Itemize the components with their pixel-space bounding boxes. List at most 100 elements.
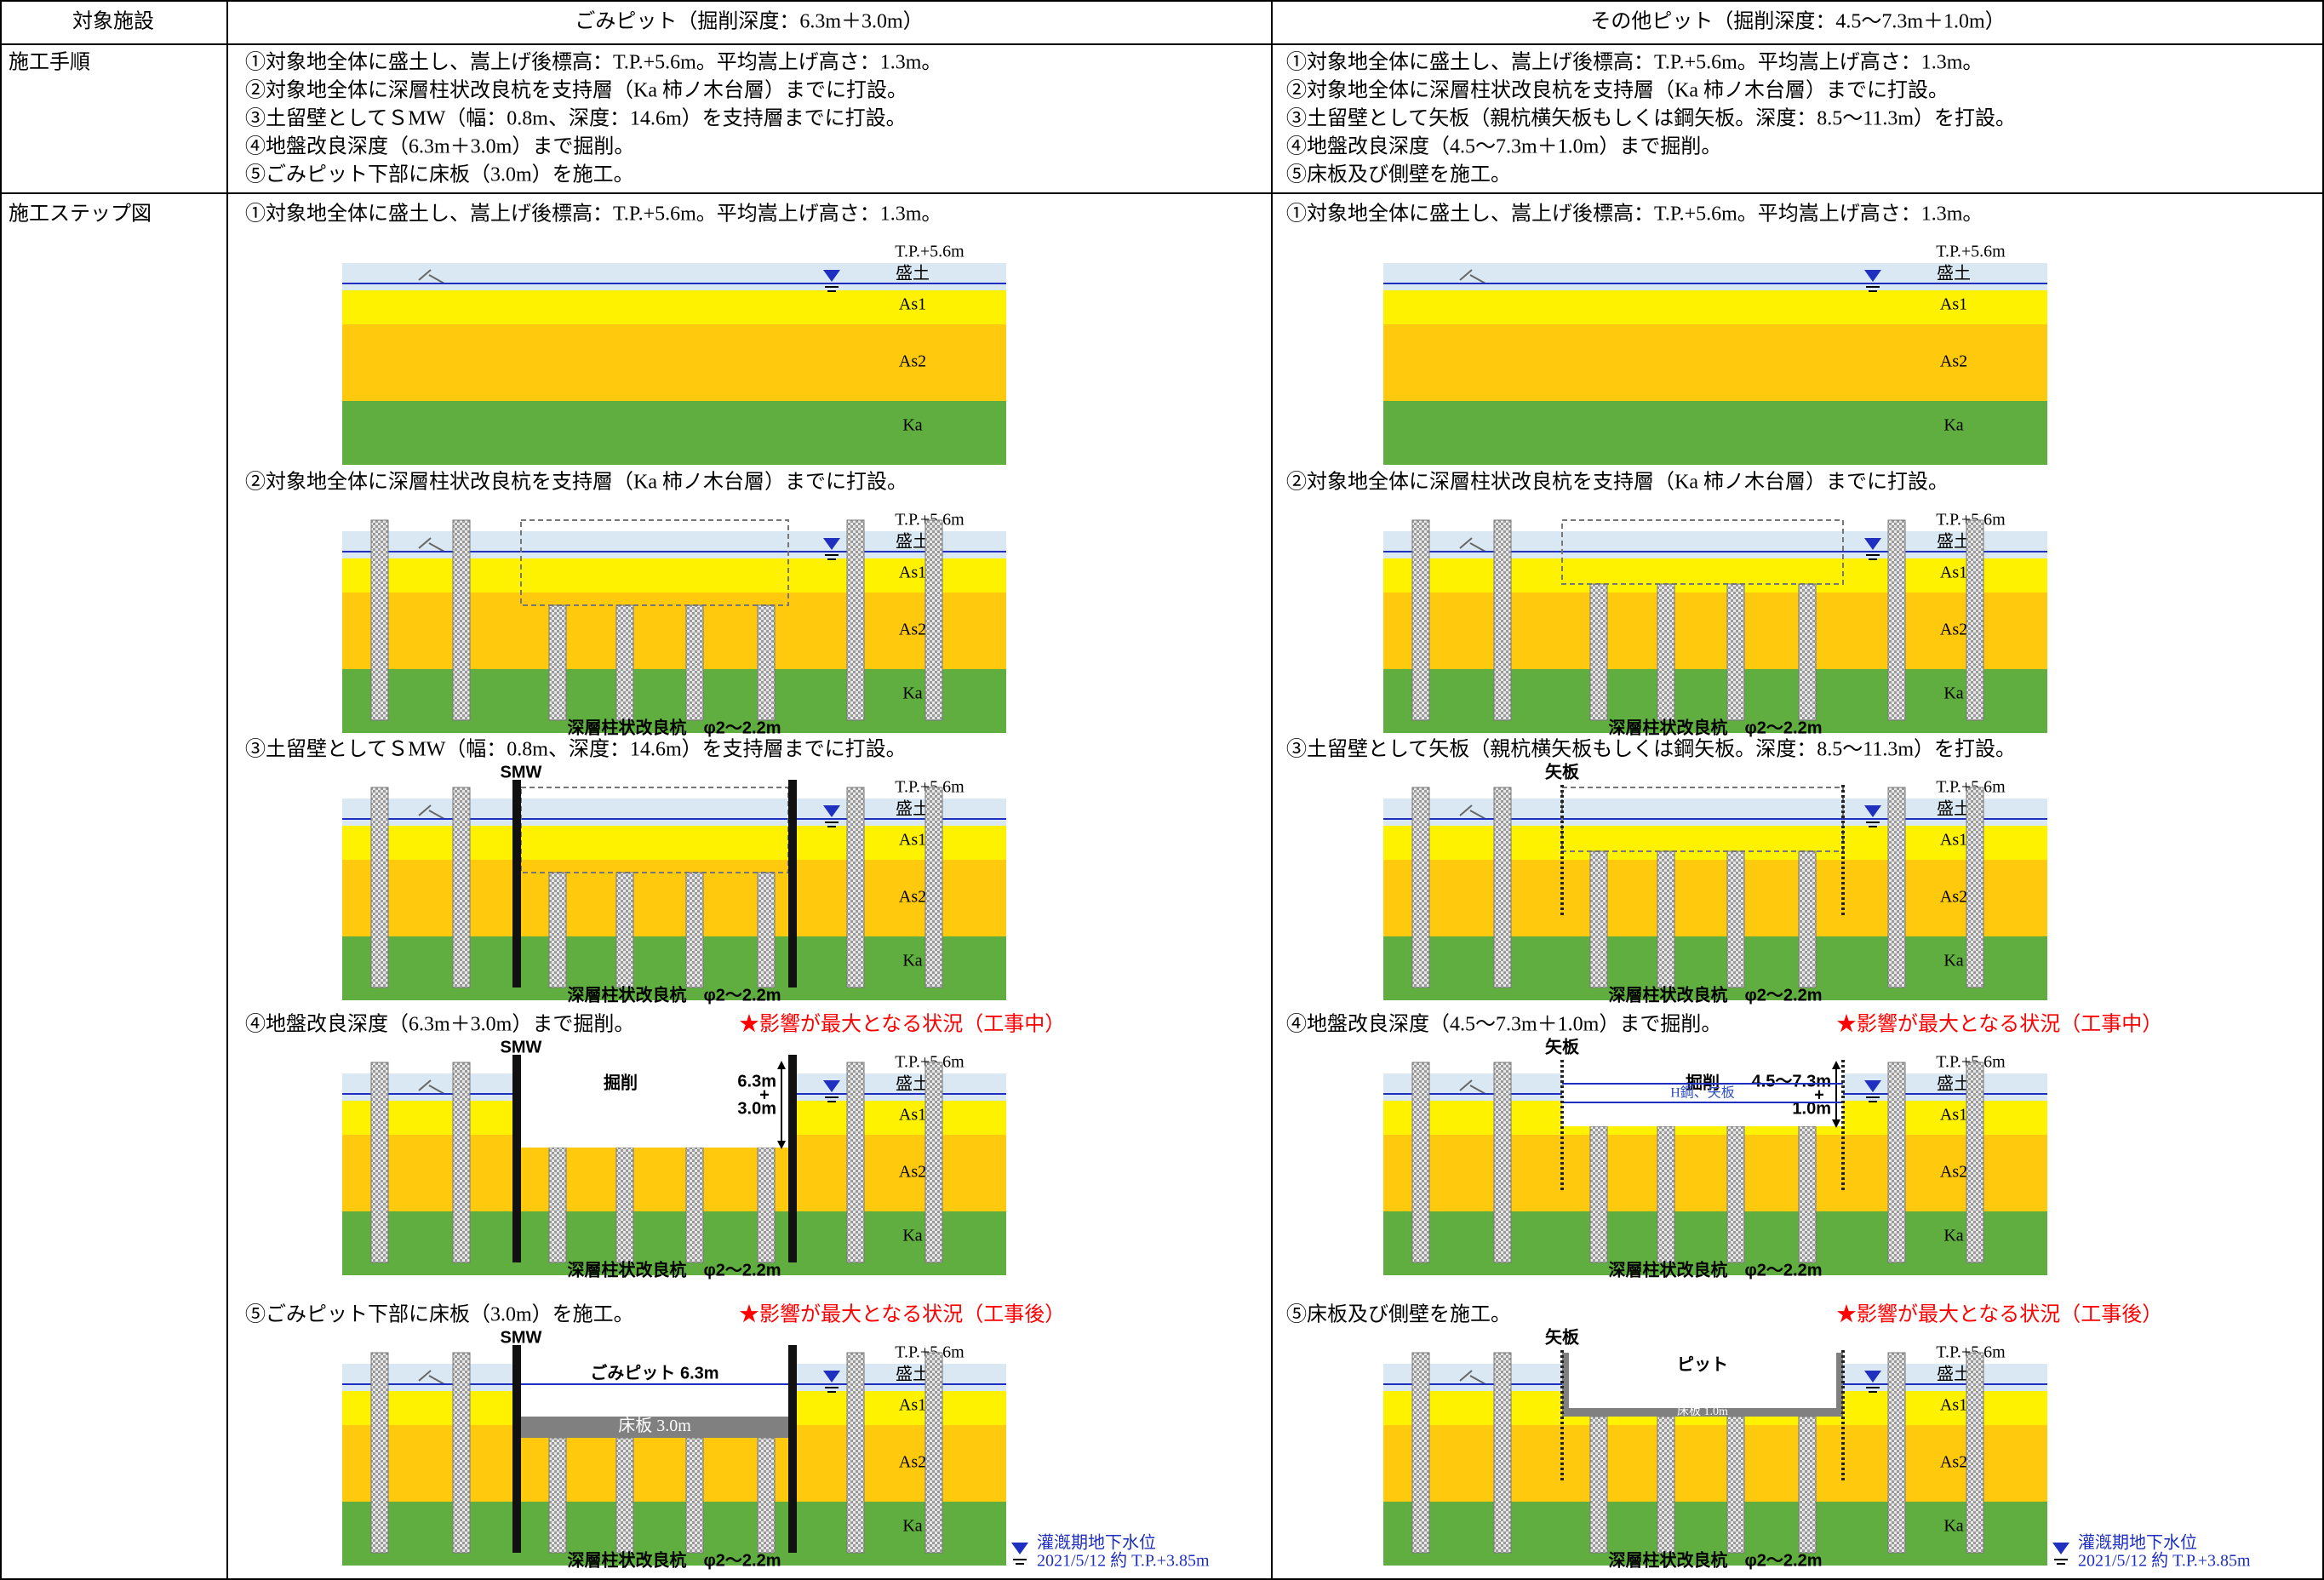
pile [548, 1437, 567, 1554]
pile [1493, 1062, 1512, 1263]
step-caption: ②対象地全体に深層柱状改良杭を支持層（Ka 柿ノ木台層）までに打設。 [1286, 471, 1949, 494]
water-symbol-lines [1866, 286, 1880, 292]
pile [685, 1437, 704, 1554]
water-symbol [823, 538, 840, 550]
smw-wall [788, 780, 797, 988]
pile [452, 519, 471, 721]
pile [1887, 1062, 1906, 1263]
fill-mark [1459, 1370, 1486, 1385]
label-ka: Ka [902, 684, 922, 703]
pile [548, 872, 567, 988]
label-ka: Ka [902, 416, 922, 435]
smw-wall [512, 780, 521, 988]
label-pit: ピット [1677, 1354, 1728, 1374]
smw-wall [512, 1345, 521, 1553]
procedure-line: ①対象地全体に盛土し、嵩上げ後標高：T.P.+5.6m。平均嵩上げ高さ：1.3m… [1286, 51, 1983, 74]
label-as1: As1 [1940, 295, 1967, 314]
step-caption: ⑤床板及び側壁を施工。 [1286, 1303, 1511, 1326]
label-wall: SMW [501, 1038, 542, 1056]
water-symbol-lines [1866, 1096, 1880, 1102]
excavation [1562, 1353, 1843, 1408]
step-caption: ③土留壁としてＳMW（幅：0.8m、深度：14.6m）を支持層までに打設。 [245, 738, 907, 761]
legend-detail: 2021/5/12 約 T.P.+3.85m [2078, 1551, 2251, 1571]
pile [452, 787, 471, 988]
layer-as1 [1383, 290, 2047, 324]
water-symbol [823, 805, 840, 817]
legend-detail: 2021/5/12 約 T.P.+3.85m [1037, 1551, 1210, 1571]
label-as2: As2 [1940, 1163, 1967, 1182]
water-symbol-lines [1866, 1387, 1880, 1393]
label-tp: T.P.+5.6m [895, 243, 965, 261]
label-beam: H鋼、矢板 [1670, 1085, 1735, 1101]
pile [452, 1352, 471, 1554]
step-note: ★影響が最大となる状況（工事中） [1836, 1013, 2162, 1036]
pile [924, 1062, 943, 1263]
label-as1: As1 [1940, 831, 1967, 850]
water-symbol-lines [825, 286, 839, 292]
label-excavation: 掘削 [604, 1072, 638, 1092]
water-symbol [823, 270, 840, 282]
label-as1: As1 [899, 1106, 926, 1125]
fill-mark [418, 1079, 445, 1095]
label-pit: ごみピット 6.3m [590, 1362, 718, 1382]
label-as2: As2 [899, 1453, 926, 1472]
label-as1: As1 [1940, 1106, 1967, 1125]
pile [1726, 1125, 1745, 1263]
layer-as2 [1383, 324, 2047, 401]
label-wall: SMW [501, 763, 542, 781]
step-caption: ①対象地全体に盛土し、嵩上げ後標高：T.P.+5.6m。平均嵩上げ高さ：1.3m… [1286, 203, 1983, 226]
pile [370, 1352, 389, 1554]
step-caption: ④地盤改良深度（6.3m＋3.0m）まで掘削。 [245, 1013, 634, 1036]
legend-title: 灌漑期地下水位 [1037, 1533, 1156, 1553]
label-depth: 1.0m [1792, 1099, 1831, 1118]
label-wall: 矢板 [1545, 1326, 1580, 1347]
pile [1657, 850, 1675, 988]
label-depth: + [759, 1085, 770, 1104]
pile [1589, 1125, 1608, 1263]
pile [452, 1062, 471, 1263]
pile [846, 787, 865, 988]
fill-mark [418, 269, 445, 284]
label-slab: 床板 3.0m [618, 1416, 691, 1435]
pile [1798, 1125, 1817, 1263]
step-note: ★影響が最大となる状況（工事後） [739, 1303, 1065, 1326]
legend-symbol-lines [2054, 1559, 2068, 1565]
label-depth: + [1814, 1085, 1824, 1104]
pile [1966, 1352, 1984, 1554]
water-symbol [823, 1371, 840, 1382]
label-ka: Ka [1943, 416, 1963, 435]
fill-mark [418, 804, 445, 820]
pile [924, 1352, 943, 1554]
label-as1: As1 [899, 295, 926, 314]
pile [1726, 850, 1745, 988]
label-ka: Ka [1943, 952, 1963, 970]
pile [1657, 1416, 1675, 1554]
improved-zone [1561, 787, 1844, 852]
label-ka: Ka [902, 952, 922, 970]
pile [1493, 1352, 1512, 1554]
slab [521, 1417, 788, 1438]
label-piles: 深層柱状改良杭 φ2～2.2m [1608, 717, 1822, 737]
label-as1: As1 [899, 1396, 926, 1415]
label-as1: As1 [1940, 1396, 1967, 1415]
pile [924, 787, 943, 988]
side-wall [1836, 1353, 1843, 1417]
label-ka: Ka [1943, 684, 1963, 703]
pile [548, 1147, 567, 1263]
label-piles: 深層柱状改良杭 φ2～2.2m [567, 1259, 781, 1279]
label-piles: 深層柱状改良杭 φ2～2.2m [567, 984, 781, 1005]
pile [548, 604, 567, 721]
label-ka: Ka [902, 1517, 922, 1536]
water-symbol [1864, 270, 1881, 282]
pile [1887, 787, 1906, 988]
pile [757, 1147, 776, 1263]
pile [757, 1437, 776, 1554]
side-wall [1562, 1353, 1569, 1417]
label-fill: 盛土 [1937, 1365, 1971, 1384]
label-as2: As2 [899, 888, 926, 907]
pile [846, 1352, 865, 1554]
pile [685, 604, 704, 721]
